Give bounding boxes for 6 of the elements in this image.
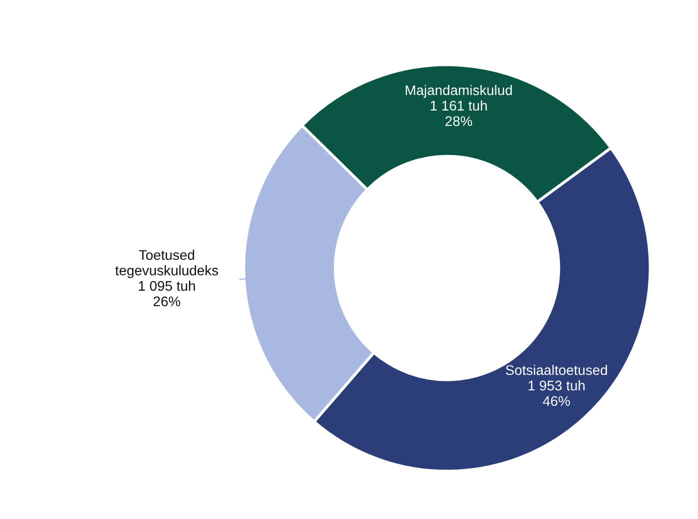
data-label: 1 095 tuh 26% [138,280,195,306]
slice-label: Sotsiaaltoetused [506,364,607,376]
data-label: 1 953 tuh 46% [528,380,585,406]
data-label: 1 161 tuh 28% [430,100,487,126]
slice-label: Majandamiskulud [406,84,512,98]
slice-label: Toetused tegevuskuludeks [115,250,218,278]
